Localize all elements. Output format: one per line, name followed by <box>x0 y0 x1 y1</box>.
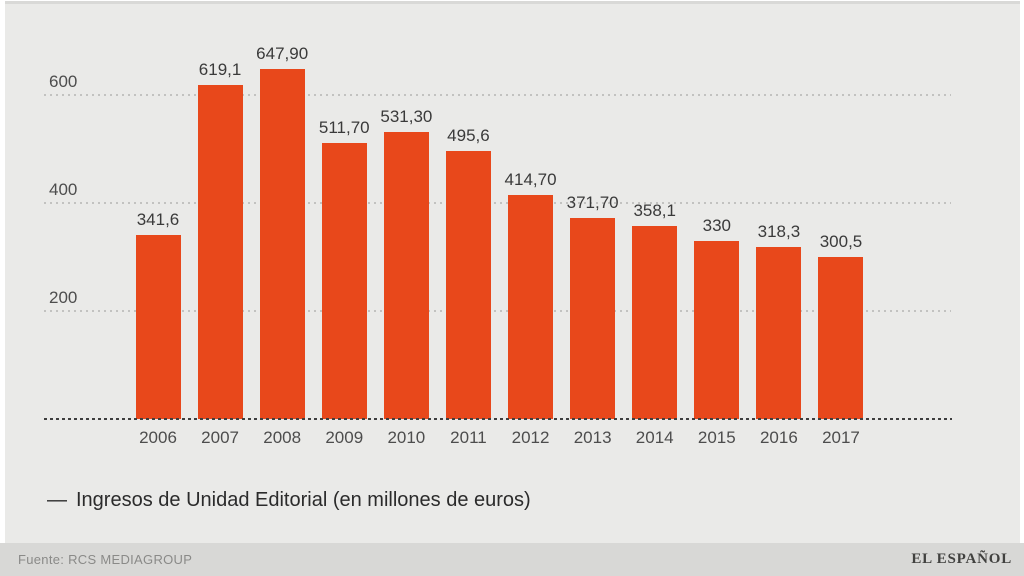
bar-value-label: 414,70 <box>504 170 557 190</box>
bar-value-label: 371,70 <box>566 193 619 213</box>
bar <box>756 247 802 419</box>
x-axis-category-label: 2017 <box>822 428 860 447</box>
legend-line-marker: — <box>47 489 67 511</box>
x-axis-category-label: 2006 <box>139 428 177 447</box>
x-axis-baseline <box>44 418 952 420</box>
bar <box>694 240 740 419</box>
gridline <box>44 202 951 204</box>
x-axis-category-label: 2015 <box>697 428 736 447</box>
bar <box>632 225 678 419</box>
gridline <box>44 310 951 312</box>
bar-value-label: 531,30 <box>380 107 433 127</box>
x-axis-category-label: 2011 <box>450 428 487 447</box>
bar-value-label: 511,70 <box>318 117 370 137</box>
x-axis-category-label: 2008 <box>263 428 302 447</box>
bar-value-label: 318,3 <box>757 222 801 242</box>
bar-value-label: 330 <box>702 215 731 235</box>
bar-value-label: 619,1 <box>198 59 242 79</box>
chart-legend: — Ingresos de Unidad Editorial (en millo… <box>47 489 531 512</box>
bar <box>135 234 181 419</box>
x-axis-category-label: 2012 <box>511 428 550 447</box>
gridline <box>44 94 951 96</box>
bar <box>818 256 864 419</box>
bar <box>197 84 243 419</box>
y-axis-tick-label: 200 <box>49 288 78 307</box>
x-axis-category-label: 2014 <box>635 428 674 447</box>
bar <box>383 132 429 419</box>
legend-label: Ingresos de Unidad Editorial (en millone… <box>76 489 531 511</box>
source-label: Fuente: RCS MEDIAGROUP <box>18 552 193 567</box>
bar-value-label: 300,5 <box>819 231 863 251</box>
x-axis-category-label: 2010 <box>387 428 426 447</box>
bar-value-label: 647,90 <box>256 44 309 64</box>
x-axis-category-label: 2007 <box>201 428 239 447</box>
y-axis-tick-label: 400 <box>49 180 78 199</box>
x-axis-category-label: 2009 <box>325 428 364 447</box>
bar-value-label: 358,1 <box>633 200 676 220</box>
bar-value-label: 341,6 <box>136 209 180 229</box>
bar <box>570 218 616 419</box>
brand-logo: EL ESPAÑOL <box>911 551 1012 567</box>
bar <box>259 69 305 419</box>
top-border <box>5 1 1020 4</box>
bar-value-label: 495,6 <box>447 126 490 146</box>
x-axis-category-label: 2013 <box>573 428 612 447</box>
y-axis-tick-label: 600 <box>49 72 78 91</box>
footer-bar: Fuente: RCS MEDIAGROUP EL ESPAÑOL <box>0 543 1024 576</box>
bar <box>445 151 491 419</box>
bar <box>321 142 367 419</box>
bar <box>508 195 554 419</box>
x-axis-category-label: 2016 <box>759 428 798 447</box>
